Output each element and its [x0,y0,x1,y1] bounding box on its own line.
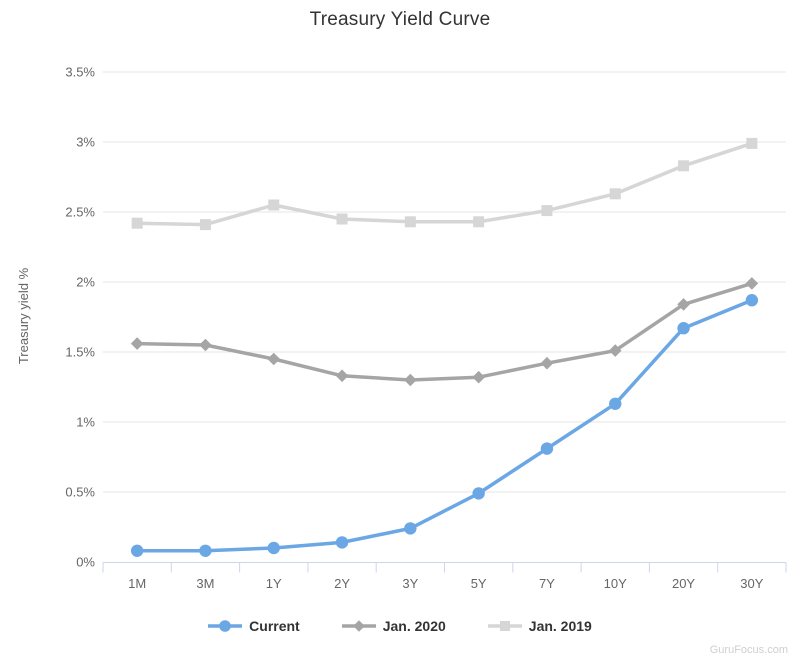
x-tick-label: 3M [196,576,214,591]
y-tick-label: 3% [76,135,95,150]
chart-title: Treasury Yield Curve [309,9,491,30]
point-jan-2020-3m[interactable] [199,338,212,352]
point-jan-2020-3y[interactable] [404,373,417,387]
x-axis-labels: 1M 3M 1Y 2Y 3Y 5Y 7Y 10Y 20Y 30Y [128,576,764,591]
point-jan-2020-1y[interactable] [267,352,281,366]
y-tick-label: 0.5% [65,485,95,500]
gridlines [103,71,786,493]
chart-plot-area: 0% 0.5% 1% 1.5% 2% 2.5% 3% 3.5% 1M 3M 1Y 2Y 3Y 5Y 7Y 10… [16,65,787,591]
point-jan-2019-2y[interactable] [336,213,348,225]
x-axis [102,562,787,573]
x-tick-label: 10Y [604,576,627,591]
point-current-1m[interactable] [130,544,144,557]
point-jan-2020-30y[interactable] [745,277,759,290]
point-jan-2019-30y[interactable] [746,137,758,149]
point-jan-2019-10y[interactable] [609,188,621,200]
series-line-jan-2020 [135,281,754,382]
y-axis-title: Treasury yield % [16,267,31,364]
point-jan-2020-5y[interactable] [472,370,485,384]
point-jan-2019-3y[interactable] [404,216,416,228]
point-current-1y[interactable] [267,541,280,555]
point-jan-2020-1m[interactable] [130,337,144,350]
point-current-3y[interactable] [404,522,417,535]
legend-item-jan-2019[interactable]: Jan. 2019 [487,618,592,634]
point-current-10y[interactable] [609,397,622,410]
point-jan-2020-10y[interactable] [608,344,622,357]
series-jan-2019 [131,137,758,231]
y-tick-label: 2% [76,275,95,290]
chart-legend: Current Jan. 2020 Jan. 2019 [0,613,800,639]
y-tick-label: 2.5% [65,205,95,220]
y-tick-label: 1% [76,415,95,430]
point-jan-2020-2y[interactable] [335,369,349,383]
x-tick-label: 30Y [740,576,763,591]
watermark: GuruFocus.com [709,644,788,656]
series-current [130,294,759,557]
legend-marker-circle-icon [208,620,243,632]
series-jan-2020 [130,277,759,387]
x-tick-label: 1Y [266,576,282,591]
legend-marker-square-icon [487,621,522,631]
point-current-5y[interactable] [472,487,485,500]
point-current-7y[interactable] [540,442,554,455]
x-tick-label: 20Y [672,576,695,591]
point-jan-2019-1y[interactable] [268,199,280,211]
point-jan-2019-20y[interactable] [678,160,690,172]
x-tick-label: 1M [128,576,146,591]
y-tick-label: 1.5% [65,345,95,360]
point-jan-2020-7y[interactable] [540,356,554,370]
series-line-jan-2019 [135,141,754,227]
point-jan-2020-20y[interactable] [677,298,690,311]
point-jan-2019-1m[interactable] [131,217,143,229]
legend-label: Jan. 2020 [382,618,446,634]
point-jan-2019-7y[interactable] [541,205,553,217]
x-tick-label: 2Y [334,576,350,591]
y-tick-label: 0% [76,555,95,570]
legend-label: Current [249,618,300,634]
series-line-current [135,298,754,553]
y-tick-label: 3.5% [65,65,95,80]
x-tick-label: 3Y [402,576,418,591]
point-current-30y[interactable] [745,294,759,307]
legend-marker-diamond-icon [341,620,376,632]
point-current-3m[interactable] [199,544,212,557]
y-axis-labels: 0% 0.5% 1% 1.5% 2% 2.5% 3% 3.5% [65,65,95,570]
point-current-20y[interactable] [677,322,690,335]
point-jan-2019-5y[interactable] [473,216,485,228]
point-current-2y[interactable] [335,536,349,549]
point-jan-2019-3m[interactable] [199,219,211,231]
x-tick-label: 7Y [539,576,555,591]
legend-item-current[interactable]: Current [208,618,300,634]
x-tick-label: 5Y [471,576,487,591]
legend-item-jan-2020[interactable]: Jan. 2020 [341,618,446,634]
legend-label: Jan. 2019 [528,618,592,634]
